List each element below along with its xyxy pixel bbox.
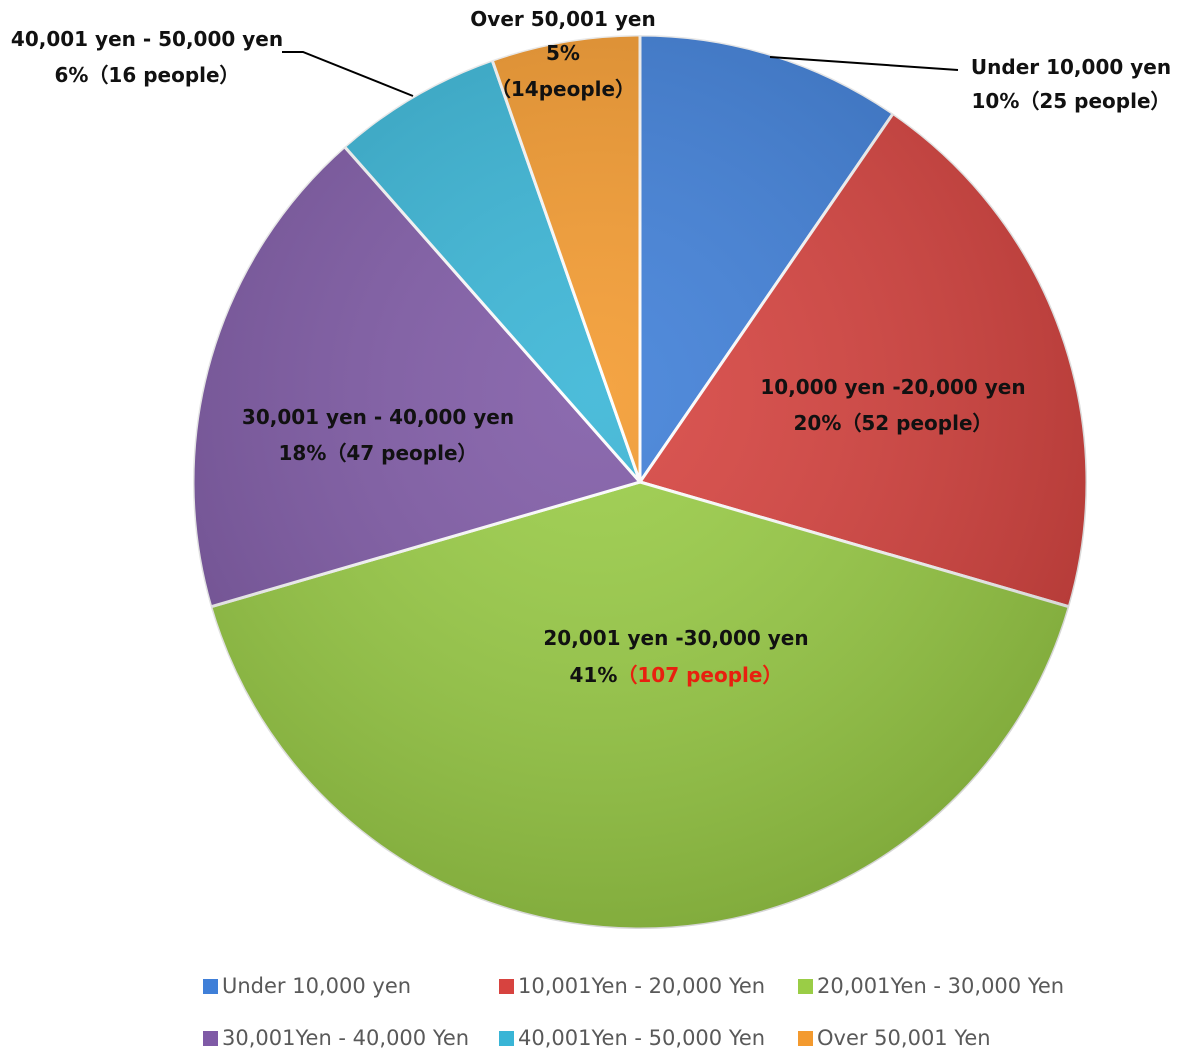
legend-swatch <box>798 1030 813 1046</box>
legend-label: 20,001Yen - 30,000 Yen <box>817 974 1065 998</box>
legend-swatch <box>203 978 218 994</box>
legend-swatch <box>203 1030 218 1046</box>
slice-percent-over-50001: 5% <box>546 41 580 65</box>
slice-value-20001-30000: 41%（107 people） <box>570 663 783 687</box>
legend-item-over-50001: Over 50,001 Yen <box>798 1026 991 1050</box>
legend-swatch <box>499 1030 514 1046</box>
legend-swatch <box>798 978 813 994</box>
legend-swatch <box>499 978 514 994</box>
legend-label: Over 50,001 Yen <box>817 1026 991 1050</box>
slice-people-over-50001: （14people） <box>491 77 635 101</box>
slice-label-under-10000: Under 10,000 yen <box>971 55 1171 79</box>
legend-item-30001-40000: 30,001Yen - 40,000 Yen <box>203 1026 469 1050</box>
slice-value-40001-50000: 6%（16 people） <box>54 63 239 87</box>
legend-label: 10,001Yen - 20,000 Yen <box>518 974 766 998</box>
slice-label-40001-50000: 40,001 yen - 50,000 yen <box>11 27 283 51</box>
leader-line-under-10000 <box>769 56 959 71</box>
legend-label: 30,001Yen - 40,000 Yen <box>222 1026 470 1050</box>
slice-label-20001-30000: 20,001 yen -30,000 yen <box>543 626 808 650</box>
slice-label-30001-40000: 30,001 yen - 40,000 yen <box>242 405 514 429</box>
slice-value-10001-20000: 20%（52 people） <box>793 411 992 435</box>
legend-item-20001-30000: 20,001Yen - 30,000 Yen <box>798 974 1064 998</box>
slice-label-10001-20000: 10,000 yen -20,000 yen <box>760 375 1025 399</box>
slice-value-30001-40000: 18%（47 people） <box>278 441 477 465</box>
pie-chart: Under 10,000 yen 10%（25 people） 10,000 y… <box>11 7 1171 931</box>
legend-label: 40,001Yen - 50,000 Yen <box>518 1026 766 1050</box>
legend-item-under-10000: Under 10,000 yen <box>203 974 411 998</box>
leader-line-40001-50000 <box>282 51 414 97</box>
legend-item-10001-20000: 10,001Yen - 20,000 Yen <box>499 974 765 998</box>
slice-label-over-50001: Over 50,001 yen <box>470 7 655 31</box>
slice-value-under-10000: 10%（25 people） <box>971 89 1170 113</box>
legend-label: Under 10,000 yen <box>222 974 412 998</box>
chart-legend: Under 10,000 yen 10,001Yen - 20,000 Yen … <box>0 968 1184 1057</box>
legend-item-40001-50000: 40,001Yen - 50,000 Yen <box>499 1026 765 1050</box>
